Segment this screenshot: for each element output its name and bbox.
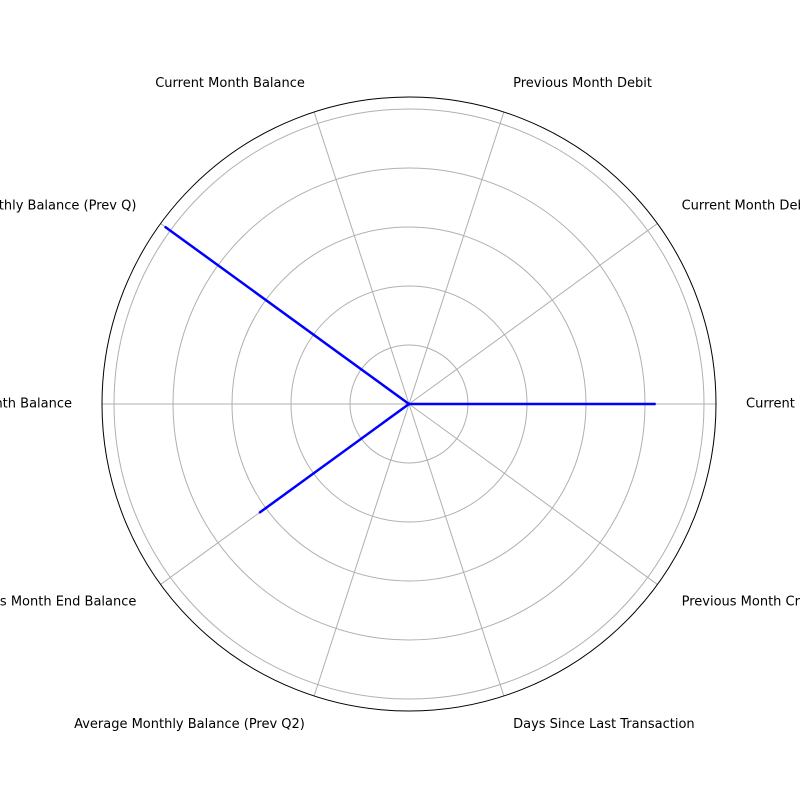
data-point-7 bbox=[258, 511, 262, 514]
series-line-1 bbox=[164, 225, 656, 514]
category-label-9: Days Since Last Transaction bbox=[513, 717, 695, 732]
grid-spoke-4 bbox=[313, 111, 410, 405]
grid-spoke-10 bbox=[408, 403, 658, 585]
data-point-5 bbox=[164, 225, 167, 229]
category-label-3: Previous Month Debit bbox=[513, 76, 652, 91]
data-point-10 bbox=[407, 402, 411, 406]
category-label-1: Current Balance bbox=[746, 397, 800, 412]
category-label-10: Previous Month Credit bbox=[682, 595, 800, 610]
category-label-5: Average Monthly Balance (Prev Q) bbox=[0, 198, 136, 213]
grid-spoke-2 bbox=[408, 223, 658, 405]
outer-spine bbox=[101, 96, 717, 712]
series-layer bbox=[164, 225, 656, 514]
category-label-4: Current Month Balance bbox=[155, 76, 305, 91]
grid-spoke-3 bbox=[408, 111, 505, 405]
category-labels: Current Balance Current Month Debit Previo… bbox=[0, 76, 800, 732]
category-label-7: Previous Month End Balance bbox=[0, 595, 136, 610]
category-label-6: Previous Month Balance bbox=[0, 397, 72, 412]
category-label-8: Average Monthly Balance (Prev Q2) bbox=[74, 717, 305, 732]
grid-spoke-8 bbox=[313, 403, 410, 697]
data-point-1 bbox=[653, 402, 656, 406]
category-label-2: Current Month Debit bbox=[682, 198, 800, 213]
grid-spoke-9 bbox=[408, 403, 505, 697]
